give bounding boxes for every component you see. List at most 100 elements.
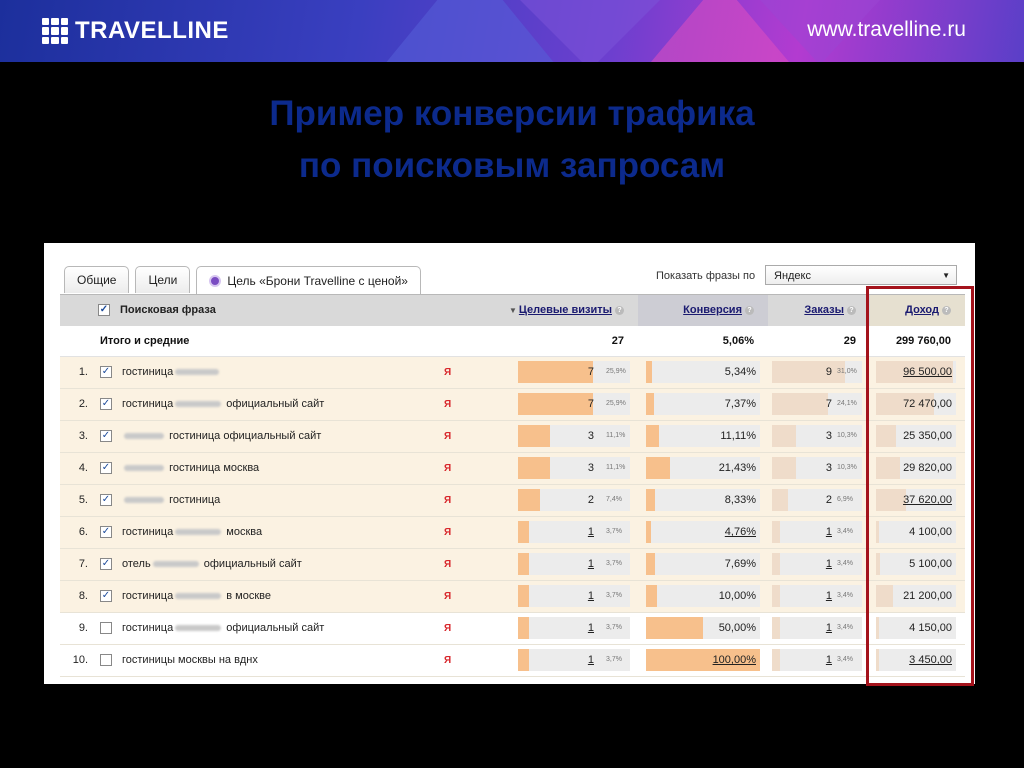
orders-cell: 3 <box>772 425 862 447</box>
yandex-icon[interactable]: Я <box>444 367 452 378</box>
header-conversion-label[interactable]: Конверсия <box>683 304 742 316</box>
income-value: 5 100,00 <box>909 558 952 570</box>
yandex-icon[interactable]: Я <box>444 655 452 666</box>
yandex-icon[interactable]: Я <box>444 559 452 570</box>
header-orders[interactable]: Заказы? <box>768 295 870 326</box>
orders-value[interactable]: 1 <box>825 558 832 570</box>
visits-value[interactable]: 1 <box>587 622 594 634</box>
row-checkbox[interactable]: ✓ <box>100 462 112 474</box>
row-checkbox[interactable]: ✓ <box>100 430 112 442</box>
row-checkbox[interactable] <box>100 654 112 666</box>
row-checkbox[interactable]: ✓ <box>100 590 112 602</box>
orders-value: 3 <box>825 462 832 474</box>
orders-bar <box>772 553 780 575</box>
tab-general[interactable]: Общие <box>64 266 130 293</box>
yandex-icon[interactable]: Я <box>444 463 452 474</box>
row-checkbox[interactable] <box>100 622 112 634</box>
yandex-icon[interactable]: Я <box>444 527 452 538</box>
visits-value[interactable]: 1 <box>587 558 594 570</box>
visits-cell: 7 <box>518 361 630 383</box>
help-icon[interactable]: ? <box>615 305 624 315</box>
conversion-value: 10,00% <box>718 590 756 602</box>
tabs-divider <box>60 294 965 295</box>
search-phrase: гостиница официальный сайт <box>122 389 324 420</box>
visits-cell: 3 <box>518 457 630 479</box>
orders-value[interactable]: 1 <box>825 590 832 602</box>
slide-title-line1: Пример конверсии трафика <box>269 94 755 133</box>
header-visits-label[interactable]: Целевые визиты <box>518 304 612 316</box>
help-icon[interactable]: ? <box>847 305 856 315</box>
help-icon[interactable]: ? <box>745 305 754 315</box>
income-cell: 72 470,00 <box>876 393 956 415</box>
row-checkbox[interactable]: ✓ <box>100 398 112 410</box>
visits-value[interactable]: 1 <box>587 654 594 666</box>
row-checkbox[interactable]: ✓ <box>100 366 112 378</box>
select-all-checkbox[interactable]: ✓ <box>98 304 110 316</box>
visits-percent: 3,7% <box>606 624 622 631</box>
redacted-text <box>175 401 222 408</box>
row-checkbox[interactable]: ✓ <box>100 494 112 506</box>
visits-percent: 3,7% <box>606 592 622 599</box>
tab-goal-bookings[interactable]: Цель «Брони Travelline с ценой» <box>196 266 421 295</box>
help-icon[interactable]: ? <box>942 305 951 315</box>
table-row: 1. ✓ гостиница Я 7 25,9% 5,34% 9 31,0% 96 500,00 <box>60 357 965 389</box>
search-phrase: гостиница <box>122 485 220 516</box>
filter-label: Показать фразы по <box>656 270 756 282</box>
redacted-text <box>152 561 199 568</box>
visits-percent: 25,9% <box>606 368 626 375</box>
orders-percent: 3,4% <box>837 656 853 663</box>
orders-bar <box>772 489 788 511</box>
conversion-bar <box>646 553 655 575</box>
tab-goals[interactable]: Цели <box>135 266 191 293</box>
table-header: ✓ Поисковая фраза ▼ Целевые визиты? Конве… <box>60 295 965 326</box>
header-visits[interactable]: ▼ Целевые визиты? <box>508 295 638 326</box>
orders-value[interactable]: 1 <box>825 622 832 634</box>
header-phrase: ✓ Поисковая фраза <box>60 295 508 326</box>
yandex-icon[interactable]: Я <box>444 431 452 442</box>
header-income[interactable]: Доход? <box>870 295 965 326</box>
orders-value[interactable]: 1 <box>825 654 832 666</box>
conversion-bar <box>646 489 655 511</box>
visits-value[interactable]: 1 <box>587 526 594 538</box>
sort-desc-icon: ▼ <box>508 306 517 315</box>
orders-bar <box>772 361 845 383</box>
search-phrase-part: официальный сайт <box>203 558 302 570</box>
orders-value[interactable]: 1 <box>825 526 832 538</box>
header-orders-label[interactable]: Заказы <box>804 304 844 316</box>
search-phrase-part: москва <box>226 526 263 538</box>
conversion-bar <box>646 361 652 383</box>
visits-value[interactable]: 1 <box>587 590 594 602</box>
totals-visits: 27 <box>611 335 624 347</box>
yandex-icon[interactable]: Я <box>444 399 452 410</box>
orders-percent: 24,1% <box>837 400 857 407</box>
conversion-value: 21,43% <box>718 462 756 474</box>
search-engine-select[interactable]: Яндекс ▼ <box>765 265 957 285</box>
row-number: 4. <box>78 462 88 474</box>
row-checkbox[interactable]: ✓ <box>100 526 112 538</box>
header-income-label[interactable]: Доход <box>905 304 939 316</box>
conversion-bar <box>646 393 654 415</box>
visits-cell: 1 <box>518 617 630 639</box>
travelline-logo: TRAVELLINE <box>42 17 229 45</box>
row-number: 8. <box>78 590 88 602</box>
yandex-icon[interactable]: Я <box>444 495 452 506</box>
visits-bar <box>518 361 593 383</box>
header-conversion[interactable]: Конверсия? <box>638 295 768 326</box>
conversion-value: 50,00% <box>718 622 756 634</box>
income-value: 21 200,00 <box>903 590 952 602</box>
income-cell: 5 100,00 <box>876 553 956 575</box>
row-checkbox[interactable]: ✓ <box>100 558 112 570</box>
search-phrase-part: гостиница <box>122 622 174 634</box>
visits-percent: 11,1% <box>606 464 626 471</box>
yandex-icon[interactable]: Я <box>444 623 452 634</box>
income-value: 3 450,00 <box>909 654 952 666</box>
conversion-value: 11,11% <box>720 430 756 442</box>
visits-percent: 3,7% <box>606 560 622 567</box>
income-value: 4 100,00 <box>909 526 952 538</box>
income-cell: 3 450,00 <box>876 649 956 671</box>
orders-percent: 3,4% <box>837 624 853 631</box>
yandex-icon[interactable]: Я <box>444 591 452 602</box>
orders-percent: 10,3% <box>837 464 857 471</box>
visits-cell: 7 <box>518 393 630 415</box>
orders-bar <box>772 457 796 479</box>
